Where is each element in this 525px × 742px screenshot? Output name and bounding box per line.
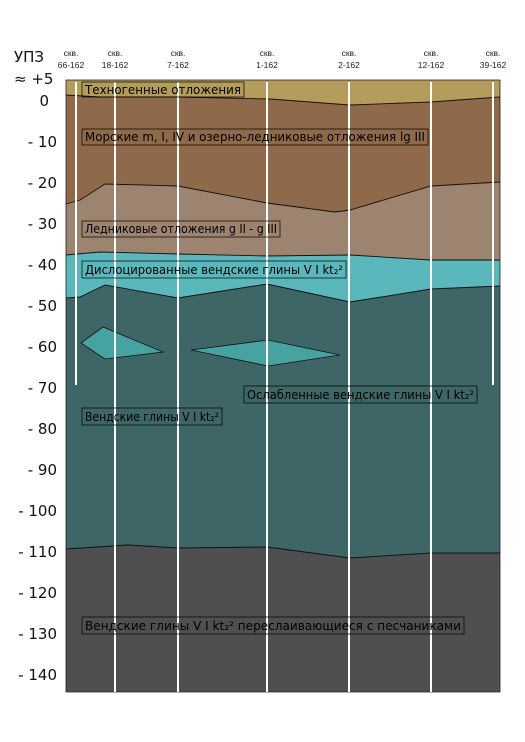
depth-tick-30: - 30 bbox=[28, 215, 57, 233]
layer-technogenic bbox=[66, 80, 500, 105]
depth-tick-140: - 140 bbox=[18, 666, 57, 684]
marine-label-box bbox=[81, 128, 429, 146]
lens-weakened-center bbox=[190, 339, 341, 367]
well-2-162-number: 2-162 bbox=[338, 60, 360, 70]
depth-tick-80: - 80 bbox=[28, 420, 57, 438]
glacial-label: Ледниковые отложения g II - g III bbox=[85, 222, 277, 236]
dislocated-label-box bbox=[81, 260, 347, 279]
well-66-162-number: 66-162 bbox=[58, 60, 85, 70]
depth-tick-60: - 60 bbox=[28, 338, 57, 356]
surface-level-label: ≈ +5 bbox=[14, 70, 53, 88]
well-1-162-prefix: скв. bbox=[260, 48, 275, 58]
well-39-162-number: 39-162 bbox=[480, 60, 507, 70]
depth-tick-120: - 120 bbox=[18, 584, 57, 602]
lens-weakened-left bbox=[80, 326, 165, 360]
depth-tick-100: - 100 bbox=[18, 502, 57, 520]
weakened-label-box bbox=[243, 385, 478, 404]
depth-axis: УПЗ ≈ +5 0 - 10 - 20 - 30 - 40 - 50 - 60… bbox=[14, 48, 57, 684]
well-18-162-prefix: скв. bbox=[108, 48, 123, 58]
depth-tick-110: - 110 bbox=[18, 543, 57, 561]
marine-label: Морские m, I, IV и озерно-ледниковые отл… bbox=[85, 130, 425, 144]
well-12-162-number: 12-162 bbox=[418, 60, 445, 70]
section-frame bbox=[65, 79, 501, 693]
depth-tick-0: 0 bbox=[39, 92, 49, 110]
well-labels: скв. 66-162 скв. 18-162 скв. 7-162 скв. … bbox=[58, 48, 507, 70]
dislocated-label: Дислоцированные вендские глины V I kt₂² bbox=[85, 263, 343, 277]
weakened-label: Ослабленные вендские глины V I kt₂² bbox=[247, 388, 474, 402]
layer-labels: Техногенные отложения Морские m, I, IV и… bbox=[81, 81, 478, 635]
well-12-162-prefix: скв. bbox=[424, 48, 439, 58]
vendian-label-box bbox=[81, 407, 223, 426]
depth-tick-10: - 10 bbox=[28, 133, 57, 151]
well-2-162-prefix: скв. bbox=[342, 48, 357, 58]
well-39-162-prefix: скв. bbox=[486, 48, 501, 58]
depth-tick-70: - 70 bbox=[28, 379, 57, 397]
layer-interbedded bbox=[66, 545, 500, 692]
layer-vendian bbox=[66, 284, 500, 558]
well-66-162-prefix: скв. bbox=[64, 48, 79, 58]
well-7-162-number: 7-162 bbox=[167, 60, 189, 70]
well-7-162-prefix: скв. bbox=[171, 48, 186, 58]
depth-tick-90: - 90 bbox=[28, 461, 57, 479]
layers bbox=[66, 80, 500, 692]
well-1-162-number: 1-162 bbox=[256, 60, 278, 70]
interbedded-label: Вендские глины V I kt₂² переслаивающиеся… bbox=[85, 619, 461, 633]
well-18-162-number: 18-162 bbox=[102, 60, 129, 70]
interbedded-label-box bbox=[81, 616, 465, 635]
technogenic-label-box bbox=[81, 81, 245, 98]
depth-tick-40: - 40 bbox=[28, 256, 57, 274]
layer-marine bbox=[66, 95, 500, 212]
depth-tick-130: - 130 bbox=[18, 625, 57, 643]
layer-dislocated bbox=[66, 252, 500, 302]
depth-tick-50: - 50 bbox=[28, 297, 57, 315]
boundary-4 bbox=[65, 283, 501, 303]
layer-glacial bbox=[66, 182, 500, 260]
technogenic-label: Техногенные отложения bbox=[84, 83, 241, 97]
depth-tick-20: - 20 bbox=[28, 174, 57, 192]
well-lines bbox=[75, 82, 494, 692]
vendian-label: Вендские глины V I kt₂² bbox=[85, 410, 219, 424]
glacial-label-box bbox=[81, 220, 281, 238]
axis-title: УПЗ bbox=[14, 48, 44, 66]
